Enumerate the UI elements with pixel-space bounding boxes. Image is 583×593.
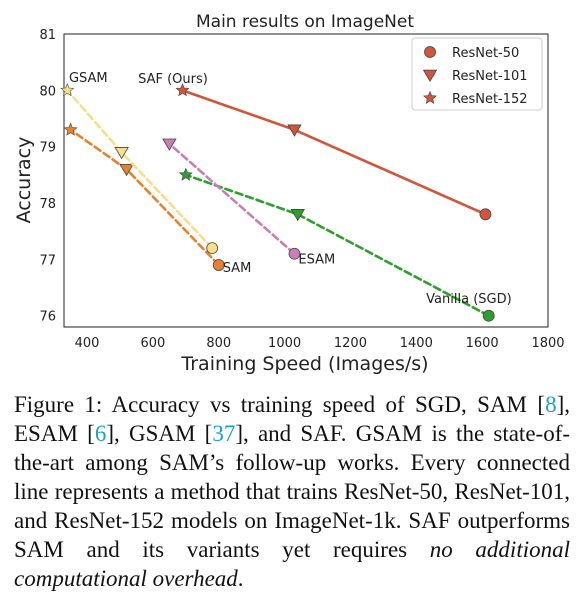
data-point [114,147,129,160]
legend-marker [422,69,438,82]
plot-frame [63,33,549,328]
y-tick-label: 78 [39,197,56,212]
point-annotation: SAM [223,261,252,276]
x-tick-label: 800 [206,336,231,351]
caption-end: . [237,566,244,591]
data-point [178,167,193,181]
point-annotation: GSAM [69,71,108,86]
legend-marker [424,46,436,58]
point-annotation: SAF (Ours) [138,72,208,87]
data-point [60,83,75,97]
caption-text-4: ], and SAF. GSAM is the state-of-the-art… [14,421,571,562]
y-tick-label: 79 [39,141,56,156]
data-point [175,83,190,97]
y-tick-label: 76 [39,310,56,325]
chart: Main results on ImageNet 400 600 800 1000 12… [13,12,565,375]
caption-emphasis: no additional computational overhead [14,537,570,591]
citation-link[interactable]: 37 [212,421,236,446]
chart-title: Main results on ImageNet [196,12,414,32]
data-point [119,163,134,177]
x-tick-label: 1600 [466,336,499,351]
x-tick-label: 1400 [400,336,433,351]
point-annotation: ESAM [298,252,335,267]
legend-label: ResNet-50 [452,46,519,61]
x-tick-label: 1800 [531,336,564,351]
data-point [162,138,177,151]
data-point [482,309,495,322]
legend: ResNet-50 ResNet-101 ResNet-152 [411,37,543,111]
series-line [168,142,296,256]
caption-label: Figure 1: [14,392,103,417]
data-point [479,208,492,221]
caption-text-2: ], ESAM [ [14,392,570,446]
series-line [65,89,214,250]
y-tick-label: 77 [39,253,56,268]
legend-label: ResNet-152 [452,92,528,107]
y-tick-label: 80 [39,84,56,99]
x-tick-label: 600 [140,336,165,351]
legend-label: ResNet-101 [452,69,528,84]
legend-box [411,37,543,111]
x-tick-label: 1200 [334,336,367,351]
citation-link[interactable]: 6 [94,421,107,446]
data-point [212,259,225,271]
x-tick-label: 400 [75,336,100,351]
data-point [63,122,78,136]
x-axis-label: Training Speed (Images/s) [180,353,428,375]
data-point [290,209,305,222]
point-annotation: Vanilla (SGD) [426,292,512,307]
data-point [206,242,219,255]
x-tick-label: 1000 [268,336,301,351]
citation-link[interactable]: 8 [545,392,557,417]
caption-text-3: ], GSAM [ [106,421,213,446]
data-point [288,247,301,260]
series-line [69,128,221,267]
figure-caption: Figure 1: Accuracy vs training speed of … [14,390,570,593]
legend-marker [423,90,437,104]
plot-area: 400 600 800 1000 1200 1400 1600 1800 76 77 78 79 80 8… [39,28,564,351]
y-tick-label: 81 [39,28,56,43]
caption-text-1: Accuracy vs training speed of SGD, SAM [ [111,392,546,417]
data-point [287,124,302,137]
y-axis-label: Accuracy [13,137,35,224]
